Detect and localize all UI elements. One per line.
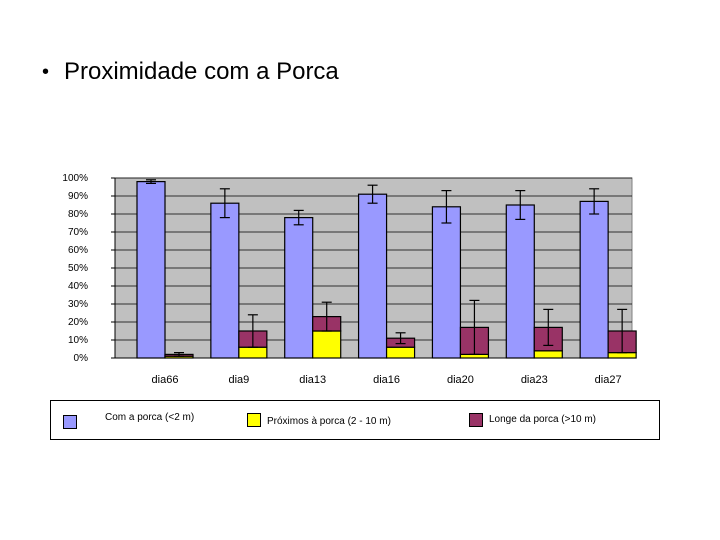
y-tick-label: 70%	[68, 227, 88, 238]
bullet-point-icon: •	[42, 60, 50, 83]
x-category-label: dia9	[228, 374, 249, 386]
legend-label-proximos: Próximos à porca (2 - 10 m)	[267, 416, 391, 427]
bar-com-a-porca	[431, 206, 462, 359]
bar-proximos	[385, 346, 416, 359]
y-tick-label: 0%	[74, 353, 89, 364]
x-category-label: dia20	[447, 374, 474, 386]
bar-com-a-porca	[210, 202, 240, 359]
y-tick-label: 10%	[68, 335, 88, 346]
legend-label-com-a-porca: Com a porca (<2 m)	[105, 412, 195, 423]
legend-swatch-longe	[469, 413, 483, 427]
slide-title-text: Proximidade com a Porca	[64, 58, 339, 85]
bar-com-a-porca	[579, 200, 609, 359]
x-category-label: dia13	[299, 374, 326, 386]
bar-com-a-porca	[357, 193, 388, 359]
bar-proximos	[607, 352, 637, 359]
x-category-label: dia66	[152, 374, 179, 386]
legend-swatch-com-a-porca	[63, 415, 77, 429]
y-tick-label: 90%	[68, 191, 88, 202]
y-tick-label: 50%	[68, 263, 88, 274]
slide-title: • Proximidade com a Porca	[42, 58, 339, 86]
bar-com-a-porca	[136, 181, 166, 359]
bar-com-a-porca	[284, 217, 314, 359]
y-tick-label: 40%	[68, 281, 88, 292]
legend-label-longe: Longe da porca (>10 m)	[489, 414, 597, 425]
legend-swatch-proximos	[247, 413, 261, 427]
x-category-label: dia27	[595, 374, 622, 386]
chart-legend: Com a porca (<2 m) Próximos à porca (2 -…	[50, 400, 660, 440]
y-tick-label: 80%	[68, 209, 88, 220]
x-category-label: dia16	[373, 374, 400, 386]
bar-proximos	[238, 346, 268, 359]
y-tick-label: 20%	[68, 317, 88, 328]
y-tick-label: 30%	[68, 299, 88, 310]
y-tick-label: 60%	[68, 245, 88, 256]
bar-proximos	[533, 350, 563, 359]
bar-proximos	[312, 330, 342, 359]
x-category-label: dia23	[521, 374, 548, 386]
bar-com-a-porca	[505, 204, 535, 359]
y-tick-label: 100%	[62, 173, 88, 184]
